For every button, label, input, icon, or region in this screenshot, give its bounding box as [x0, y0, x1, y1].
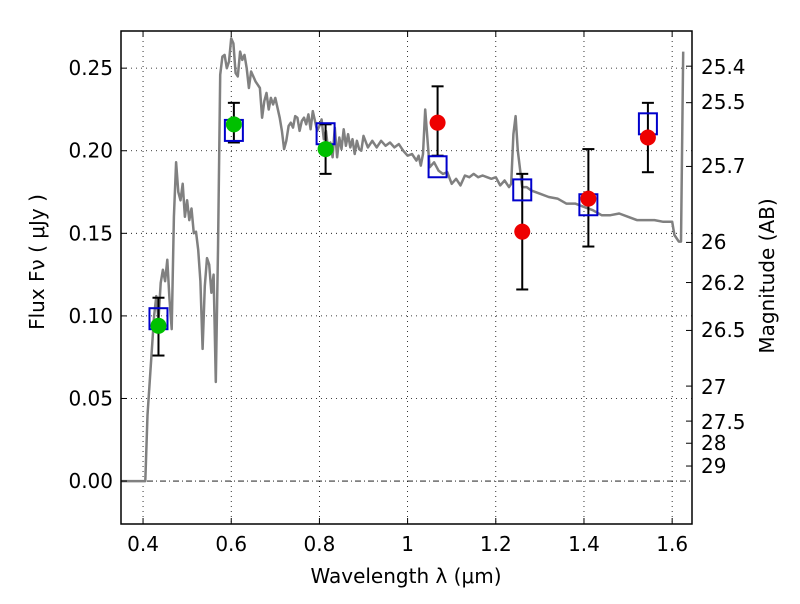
x-tick-label: 0.6	[215, 532, 247, 556]
y2-tick-label: 25.7	[701, 154, 746, 178]
y2-tick-label: 29	[701, 454, 726, 478]
grid	[121, 31, 692, 524]
plot-frame	[120, 30, 693, 525]
x-tick-label: 1	[401, 532, 414, 556]
y2-tick-label: 26	[701, 230, 726, 254]
y-tick-label: 0.20	[68, 139, 113, 163]
observed-flux-point	[580, 190, 597, 207]
model-flux-square	[512, 178, 533, 202]
y2-tick-label: 27	[701, 375, 726, 399]
y2-tick-label: 26.2	[701, 271, 746, 295]
observed-flux-point	[429, 114, 446, 131]
x-tick-label: 1.4	[568, 532, 600, 556]
y-tick-label: 0.05	[68, 386, 113, 410]
y2-tick-label: 26.5	[701, 318, 746, 342]
x-tick-label: 1.2	[480, 532, 512, 556]
y-tick-label: 0.15	[68, 221, 113, 245]
model-flux-square	[427, 155, 448, 179]
y-tick-label: 0.10	[68, 304, 113, 328]
spectrum-line	[121, 37, 685, 483]
y2-axis-label: Magnitude (AB)	[755, 198, 779, 353]
y-axis-label: Flux Fν ( μJy )	[25, 194, 49, 330]
y2-tick-label: 25.5	[701, 90, 746, 114]
x-axis-ticks: 0.4 0.6 0.8 1 1.2 1.4 1.6	[127, 31, 688, 556]
x-tick-label: 0.8	[304, 532, 336, 556]
y2-tick-label: 27.5	[701, 410, 746, 434]
x-tick-label: 1.6	[656, 532, 688, 556]
observed-photometry-markers	[150, 114, 656, 334]
y-tick-label: 0.00	[68, 469, 113, 493]
observed-flux-point	[639, 129, 656, 146]
y-axis-ticks: 0.00 0.05 0.10 0.15 0.20 0.25	[68, 56, 127, 493]
observed-flux-point	[225, 116, 242, 133]
model-photometry-markers	[148, 112, 658, 331]
observed-flux-point	[514, 223, 531, 240]
observed-flux-point	[150, 317, 167, 334]
y2-tick-label: 28	[701, 431, 726, 455]
y2-tick-label: 25.4	[701, 55, 746, 79]
observed-flux-point	[317, 141, 334, 158]
x-axis-label: Wavelength λ (μm)	[310, 564, 501, 588]
x-tick-label: 0.4	[127, 532, 159, 556]
model-spectrum	[121, 37, 685, 483]
y-tick-label: 0.25	[68, 56, 113, 80]
